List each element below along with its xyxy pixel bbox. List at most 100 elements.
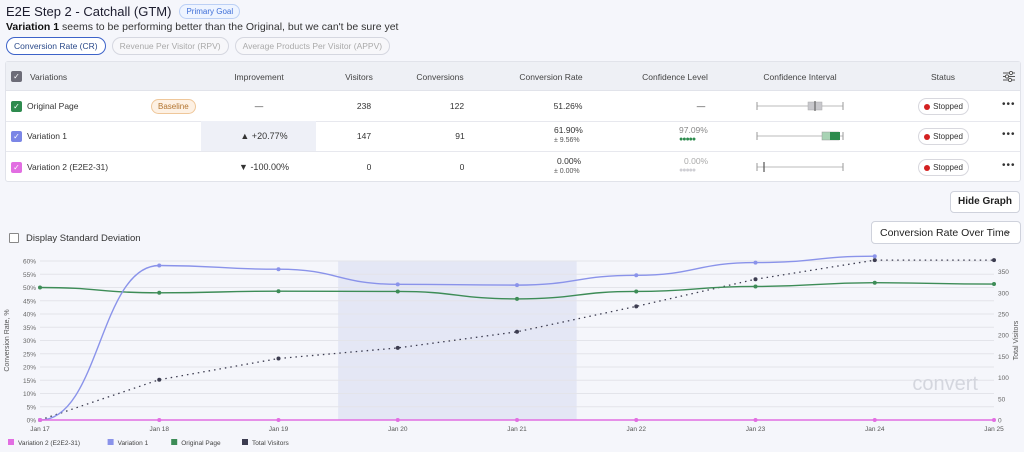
std-dev-checkbox[interactable] [9,233,19,243]
legend-swatch [107,439,114,445]
improvement-value: — [254,101,264,111]
conversions-value: 91 [455,131,465,141]
conversion-rate-value: 51.26% [553,101,583,111]
data-point [157,290,162,295]
y-tick-label: 30% [23,338,36,345]
y2-tick-label: 200 [998,333,1009,340]
chart-type-select[interactable]: Conversion Rate Over Time ⌄ [871,221,1021,244]
tab-average-products[interactable]: Average Products Per Visitor (APPV) [234,37,391,55]
legend-label: Total Visitors [252,440,289,447]
more-options-icon[interactable]: ••• [1002,129,1016,140]
watermark-logo: convert [912,373,978,395]
stopped-dot-icon [924,133,931,140]
y2-tick-label: 100 [998,375,1009,382]
tab-conversion-rate[interactable]: Conversion Rate (CR) [6,37,106,55]
status-badge[interactable]: Stopped [918,128,969,145]
conversion-rate-value: 0.00% [557,156,582,166]
data-point [634,273,639,278]
legend-swatch [242,439,248,445]
data-point [992,258,996,263]
improvement-value: ▲ +20.77% [240,131,288,141]
x-tick-label: Jan 18 [149,426,169,433]
data-point [872,258,877,263]
col-conversion-rate: Conversion Rate [519,72,583,82]
stopped-dot-icon [924,164,931,171]
conversions-value: 122 [449,101,465,111]
data-point [753,260,758,265]
status-label: Stopped [933,132,963,141]
visitors-value: 0 [366,162,372,172]
y-tick-label: 60% [23,259,36,266]
experiment-title: E2E Step 2 - Catchall (GTM) [6,3,172,19]
conversion-rate-error: ± 9.56% [554,137,580,144]
data-point [515,283,519,288]
x-tick-label: Jan 22 [626,426,646,433]
std-dev-label: Display Standard Deviation [26,233,141,244]
winning-variation: Variation 1 [6,21,60,33]
y-tick-label: 20% [23,365,36,372]
y-tick-label: 40% [23,312,36,319]
conversion-rate-chart: 0% 5% 10% 15% 20% 25% 30% 35% 40% 45% 50% 55% 60% 0 50… [4,254,1020,447]
status-badge[interactable]: Stopped [918,98,969,115]
confidence-value: — [696,101,706,111]
variation-name: Variation 1 [27,131,68,141]
y-tick-label: 55% [23,272,36,279]
data-point [38,285,42,290]
hide-graph-button[interactable]: Hide Graph [950,191,1020,213]
y2-tick-label: 0 [998,418,1002,425]
data-point [992,282,996,287]
data-point [992,418,996,422]
data-point [38,418,42,422]
data-point [157,377,162,382]
data-point [515,296,519,301]
data-point [753,284,758,289]
data-point [515,418,519,422]
confidence-value: 0.00% [684,156,709,166]
visitors-value: 238 [356,101,372,111]
row-checkbox[interactable]: ✓ [11,131,22,142]
row-checkbox[interactable]: ✓ [11,101,22,112]
row-checkbox[interactable]: ✓ [11,162,22,173]
column-settings-icon[interactable] [1003,71,1015,82]
y-tick-label: 5% [27,404,37,411]
table-row: ✓ Original Page Baseline — 238 122 51.26… [6,91,1020,122]
legend-swatch [171,439,178,445]
y2-tick-label: 250 [998,312,1009,319]
visitors-value: 147 [356,131,372,141]
conversion-rate-value: 61.90% [554,125,583,135]
confidence-dots-icon: ●●●●● [679,167,696,174]
data-point [395,345,400,350]
status-badge[interactable]: Stopped [918,159,969,176]
data-point [872,254,877,259]
more-options-icon[interactable]: ••• [1002,99,1016,110]
legend-label: Original Page [181,440,221,447]
data-point [395,289,400,294]
data-point [753,418,758,422]
data-point [753,277,758,282]
variation-name: Original Page [27,101,79,111]
tab-revenue-per-visitor[interactable]: Revenue Per Visitor (RPV) [111,37,229,55]
variations-table: ✓ Variations Improvement Visitors Conver… [5,61,1021,182]
status-label: Stopped [933,163,963,172]
x-tick-label: Jan 24 [865,426,885,433]
conversions-value: 0 [459,162,465,172]
col-conversions: Conversions [416,72,464,82]
select-all-checkbox[interactable]: ✓ [11,71,22,82]
legend-label: Variation 2 (E2E2-31) [18,440,80,447]
col-visitors: Visitors [345,72,373,82]
conversion-rate-error: ± 0.00% [554,168,580,175]
col-improvement: Improvement [234,72,284,82]
y-tick-label: 45% [23,298,36,305]
result-summary: Variation 1 seems to be performing bette… [6,21,398,33]
legend-swatch [8,439,14,445]
y2-tick-label: 300 [998,290,1009,297]
y-axis-title: Conversion Rate, % [4,309,11,371]
stopped-dot-icon [924,103,931,110]
col-status: Status [930,72,956,82]
data-point [872,418,877,422]
more-options-icon[interactable]: ••• [1002,160,1016,171]
x-tick-label: Jan 23 [746,426,766,433]
y-tick-label: 25% [23,351,36,358]
table-row: ✓ Variation 2 (E2E2-31) ▼ -100.00% 0 0 0… [6,152,1020,183]
data-point [872,280,877,285]
